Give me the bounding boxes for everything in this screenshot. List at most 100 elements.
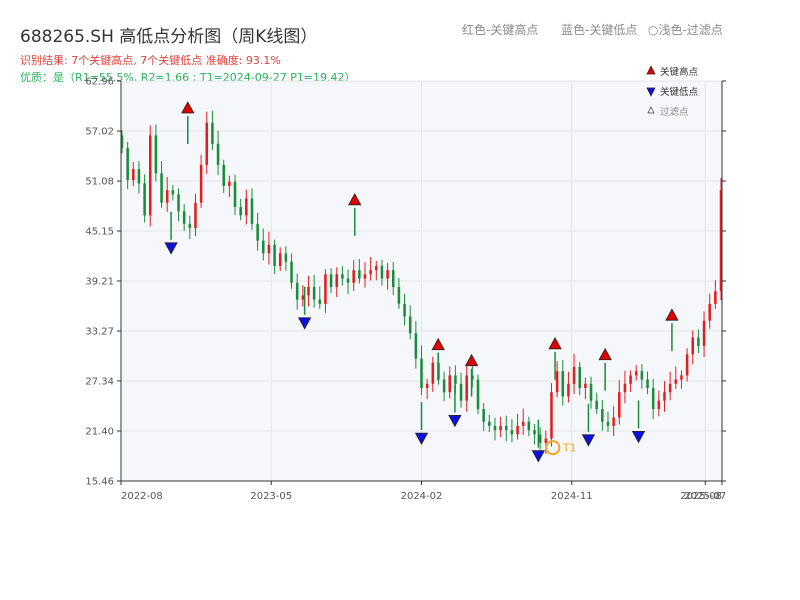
candle-body (375, 265, 378, 271)
candle-body (634, 371, 638, 376)
candle (284, 246, 288, 271)
candle-body (352, 270, 355, 283)
candle (346, 269, 350, 294)
candle-body (301, 295, 305, 300)
candle (657, 390, 661, 417)
candle-body (465, 375, 468, 401)
y-tick: 57.02 (85, 127, 726, 138)
candle (301, 285, 305, 307)
candle (352, 260, 355, 291)
candle (674, 366, 678, 389)
candle-body (482, 409, 485, 422)
candle-body (685, 354, 689, 376)
candle (267, 231, 271, 265)
x-tick-label: 2024-02 (401, 491, 443, 502)
candle (488, 414, 491, 432)
legend-label: 关键高点 (660, 66, 699, 78)
candle-body (510, 430, 514, 435)
candle-body (132, 169, 135, 181)
candle (397, 277, 401, 309)
candle-body (324, 274, 327, 304)
candle-body (267, 244, 271, 254)
candle-body (358, 270, 361, 279)
candle (262, 228, 265, 261)
candle-body (702, 320, 706, 346)
candle (555, 361, 559, 398)
candle (527, 416, 531, 437)
candle (120, 130, 124, 154)
candle (391, 262, 395, 296)
candle (606, 411, 610, 432)
y-tick: 51.08 (85, 177, 726, 188)
candle (516, 413, 519, 440)
candle-body (403, 303, 406, 317)
candle (691, 330, 695, 365)
candle (233, 174, 237, 216)
candle-body (216, 143, 220, 165)
candle-body (284, 253, 288, 262)
candle (171, 185, 175, 201)
candle-body (538, 434, 542, 443)
candle-body (550, 392, 553, 439)
candle-body (578, 366, 581, 389)
candle-body (211, 122, 214, 144)
candle (205, 111, 209, 174)
candle (318, 286, 322, 309)
candle (143, 174, 146, 223)
candle (482, 403, 485, 431)
candle-body (188, 223, 192, 229)
legend-text-filtered: ○浅色-过滤点 (648, 23, 723, 37)
candle-body (640, 371, 644, 380)
y-tick: 62.96 (85, 77, 726, 88)
candle-body (341, 274, 344, 279)
candle (663, 381, 666, 412)
candle (211, 110, 214, 150)
candle-body (414, 333, 418, 359)
legend-high-icon (646, 65, 656, 75)
candle-body (228, 181, 231, 186)
candle-body (567, 383, 570, 397)
candle-body (278, 253, 282, 266)
key-low-marker (531, 450, 546, 463)
y-tick-label: 15.46 (85, 477, 114, 488)
candle (425, 378, 429, 400)
candle (578, 361, 581, 396)
candle (408, 305, 412, 340)
candle-body (442, 379, 446, 393)
candle (216, 130, 220, 175)
candle (239, 198, 242, 221)
x-tick: 2024-02 (401, 481, 443, 502)
candle (329, 268, 333, 294)
candle (702, 311, 706, 358)
chart-title: 688265.SH 高低点分析图（周K线图） (20, 27, 318, 47)
candle-body (651, 388, 655, 410)
candle-body (171, 190, 175, 195)
candle (521, 408, 525, 436)
candle (601, 399, 604, 431)
candle-body (555, 371, 559, 393)
candle-body (233, 181, 237, 207)
candle-body (397, 286, 401, 304)
x-tick: 2022-08 (120, 481, 163, 502)
candle-body (527, 421, 531, 431)
candle (634, 365, 638, 381)
candle (459, 372, 463, 408)
key-high-marker (464, 353, 479, 367)
candle-body (561, 371, 565, 397)
candle (165, 177, 169, 212)
candle (719, 178, 723, 301)
candle (510, 419, 514, 443)
candle-body (250, 198, 254, 224)
candle-body (476, 379, 480, 410)
y-tick-label: 27.34 (85, 376, 114, 387)
candle (680, 370, 683, 389)
candle (493, 417, 497, 441)
key-low-marker (448, 415, 462, 428)
x-tick: 2025-08 (680, 481, 723, 502)
legend-label: 过滤点 (660, 106, 689, 118)
candle-body (589, 383, 593, 401)
candle-body (601, 409, 604, 422)
candle-body (329, 274, 333, 287)
candle-body (431, 362, 435, 384)
candle (160, 161, 163, 208)
